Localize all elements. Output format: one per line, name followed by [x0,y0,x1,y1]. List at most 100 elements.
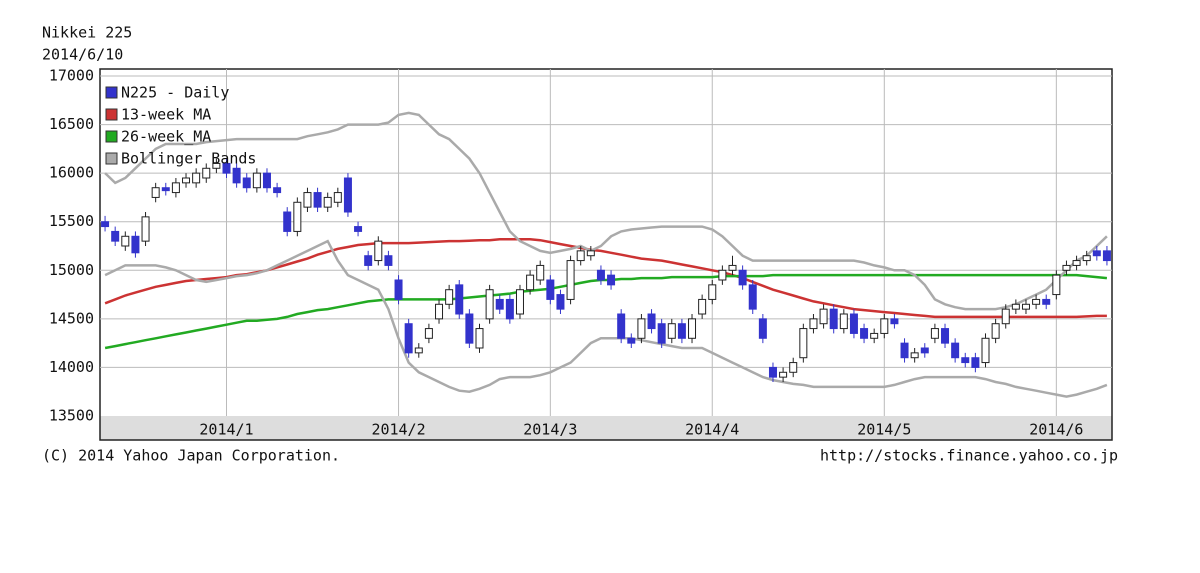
candle-body [505,298,514,320]
x-tick-label: 2014/4 [685,421,739,439]
y-tick-label: 16000 [49,164,94,182]
candle-body [667,323,676,339]
candle-body [748,284,757,310]
candle-body [1072,260,1081,266]
candle-body [880,318,889,334]
chart-title: Nikkei 225 [42,24,132,42]
y-tick-label: 16500 [49,115,94,133]
candle-body [171,182,180,194]
candle-body [202,167,211,179]
plot-area [99,68,1113,441]
line [104,239,1108,398]
candle-body [414,347,423,354]
candle-body [475,328,484,349]
candle-body [991,323,1000,339]
candle-body [910,352,919,359]
candle-body [313,192,322,208]
candle-body [718,269,727,281]
legend-label: N225 - Daily [121,84,229,102]
candle-body [445,289,454,305]
candle-body [758,318,767,339]
candle-body [283,211,292,232]
candle-body [131,235,140,254]
candle-body [1011,303,1020,310]
candle-body [1062,264,1071,271]
candle-body [728,264,737,271]
candle-body [161,187,170,192]
candle-body [262,172,271,189]
candle-body [151,187,160,198]
candle-body [870,332,879,339]
candle-body [141,216,150,242]
candle-body [789,362,798,373]
y-tick-label: 13500 [49,407,94,425]
candle-body [394,279,403,300]
candle-body [839,313,848,330]
candle-body [273,187,282,194]
candle-body [232,167,241,184]
candle-body [900,342,909,359]
candle-body [566,260,575,300]
candle-body [212,162,221,169]
candle-body [596,269,605,281]
chart-subtitle: 2014/6/10 [42,46,123,64]
candle-body [576,250,585,262]
y-tick-label: 15000 [49,261,94,279]
candle-body [485,289,494,320]
candle-body [556,294,565,310]
legend-swatch [105,130,118,143]
candle-body [354,226,363,232]
candle-body [455,284,464,315]
candle-body [708,284,717,300]
candle-body [627,337,636,344]
candle-body [252,172,261,189]
legend-swatch [105,108,118,121]
candle-body [1032,298,1041,305]
candle-body [779,371,788,378]
candle-body [819,308,828,325]
x-tick-label: 2014/6 [1029,421,1083,439]
candle-body [698,298,707,315]
candle-body [435,303,444,320]
candle-body [404,323,413,354]
legend-swatch [105,86,118,99]
candle-body [657,323,666,344]
candle-body [384,255,393,266]
candle-body [688,318,697,339]
candle-body [1082,255,1091,262]
candle-body [890,318,899,325]
candle-body [1052,274,1061,296]
candle-body [242,177,251,189]
candle-body [424,328,433,339]
y-tick-label: 14500 [49,309,94,327]
candle-body [930,328,939,339]
x-axis-band [100,416,1112,440]
candle-body [829,308,838,330]
source: http://stocks.finance.yahoo.co.jp [820,447,1118,465]
candle-body [526,274,535,291]
candle-body [192,172,201,184]
candle-body [951,342,960,359]
line [104,111,1108,311]
candle-body [333,192,342,203]
candle-body [860,328,869,339]
x-tick-label: 2014/1 [199,421,253,439]
candle-body [647,313,656,330]
candle-body [799,328,808,359]
candle-body [1092,250,1101,257]
candle-body [515,289,524,315]
legend-label: 13-week MA [121,106,211,124]
candle-body [920,347,929,354]
candle-body [293,201,302,232]
legend-label: 26-week_MA [121,128,211,146]
candle-body [536,264,545,281]
candle-body [941,328,950,344]
candle-body [981,337,990,364]
candle-body [323,196,332,208]
candle-body [809,318,818,330]
candle-body [961,357,970,364]
legend-swatch [105,152,118,165]
legend-label: Bollinger Bands [121,150,256,168]
candle-body [1102,250,1111,262]
